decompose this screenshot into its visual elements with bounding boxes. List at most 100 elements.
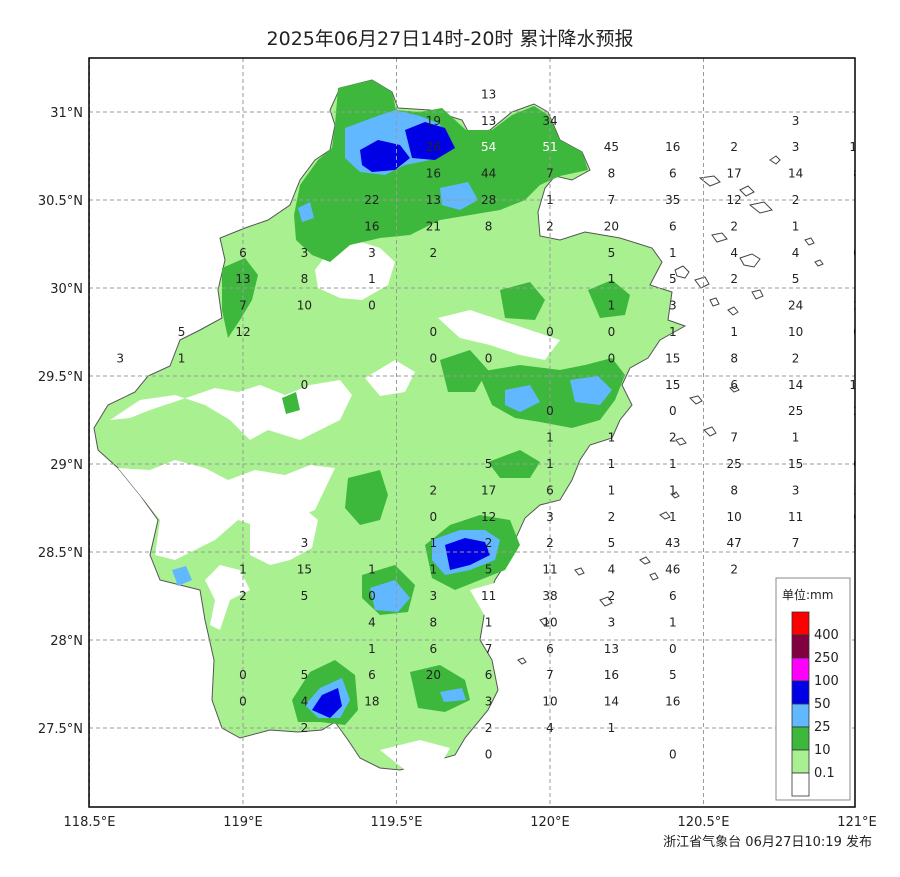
station-value: 13 — [426, 193, 441, 207]
station-value: 0 — [485, 747, 493, 761]
station-value: 3 — [608, 615, 616, 629]
station-value: 4 — [368, 615, 376, 629]
station-value: 6 — [546, 642, 554, 656]
station-value: 6 — [239, 246, 247, 260]
station-value: 0 — [608, 325, 616, 339]
station-value: 1 — [669, 510, 677, 524]
station-value: 13 — [481, 87, 496, 101]
station-value: 10 — [788, 325, 803, 339]
station-value: 1 — [430, 563, 438, 577]
station-value: 6 — [669, 167, 677, 181]
station-value: 3 — [792, 114, 800, 128]
legend-swatch — [791, 634, 810, 659]
legend-swatch — [791, 680, 810, 705]
station-value: 2 — [730, 272, 738, 286]
lon-label: 119.5°E — [371, 815, 423, 830]
station-value: 0 — [853, 246, 861, 260]
station-value: 3 — [116, 351, 124, 365]
station-value: 4 — [546, 721, 554, 735]
rain-50-100-areas — [312, 122, 490, 718]
station-value: 2 — [430, 483, 438, 497]
station-value: 5 — [301, 589, 309, 603]
station-value: 7 — [546, 668, 554, 682]
station-value: 1 — [485, 615, 493, 629]
station-value: 1 — [239, 563, 247, 577]
station-value: 2 — [239, 589, 247, 603]
station-value: 17 — [727, 167, 742, 181]
map-frame — [88, 57, 856, 808]
station-value: 25 — [788, 404, 803, 418]
lat-label: 31°N — [50, 106, 83, 121]
station-value: 1 — [178, 351, 186, 365]
station-value: 6 — [669, 589, 677, 603]
issuer-footer: 浙江省气象台 06月27日10:19 发布 — [663, 835, 872, 850]
station-value: 46 — [665, 563, 680, 577]
legend-swatch — [791, 726, 810, 751]
station-value: 2 — [485, 721, 493, 735]
station-value: 0 — [853, 325, 861, 339]
station-value: 5 — [669, 668, 677, 682]
legend-swatch — [791, 611, 810, 636]
lat-label: 28.5°N — [38, 546, 83, 561]
station-value: 3 — [792, 483, 800, 497]
legend-swatch — [791, 749, 810, 774]
station-value: 21 — [426, 219, 441, 233]
station-value: 2 — [730, 563, 738, 577]
station-value: 0 — [853, 457, 861, 471]
station-value: 38 — [542, 589, 557, 603]
station-value: 2 — [546, 536, 554, 550]
station-value: 1 — [669, 246, 677, 260]
station-value: 2 — [546, 219, 554, 233]
station-value: 4 — [792, 246, 800, 260]
station-value: 43 — [665, 536, 680, 550]
station-value: 15 — [297, 563, 312, 577]
station-value: 13 — [604, 642, 619, 656]
station-value: 20 — [604, 219, 619, 233]
legend-label: 50 — [814, 697, 831, 712]
station-value: 8 — [301, 272, 309, 286]
station-value: 0 — [669, 642, 677, 656]
station-value: 1 — [853, 431, 861, 445]
station-value: 8 — [730, 351, 738, 365]
station-value: 7 — [239, 299, 247, 313]
legend-swatch — [791, 772, 810, 797]
station-value: 1 — [608, 431, 616, 445]
station-value: 5 — [485, 563, 493, 577]
station-value: 2 — [792, 193, 800, 207]
station-value: 2 — [669, 431, 677, 445]
station-value: 11 — [481, 589, 496, 603]
station-value: 13 — [235, 272, 250, 286]
legend: 单位:mm 400 250 100 50 25 10 0.1 — [775, 577, 851, 801]
station-value: 10 — [542, 695, 557, 709]
station-value: 11 — [849, 140, 864, 154]
station-value: 7 — [485, 642, 493, 656]
station-value: 15 — [788, 457, 803, 471]
legend-label: 25 — [814, 720, 831, 735]
station-value: 47 — [727, 536, 742, 550]
station-value: 0 — [430, 510, 438, 524]
station-value: 4 — [730, 246, 738, 260]
station-value: 3 — [546, 510, 554, 524]
station-value: 13 — [481, 114, 496, 128]
legend-swatch — [791, 657, 810, 682]
station-value: 22 — [364, 193, 379, 207]
lat-label: 27.5°N — [38, 722, 83, 737]
station-value: 0 — [485, 351, 493, 365]
station-value: 10 — [727, 510, 742, 524]
station-value: 14 — [788, 167, 803, 181]
station-value: 3 — [669, 299, 677, 313]
station-value: 1 — [792, 431, 800, 445]
station-value: 0 — [368, 299, 376, 313]
station-value: 7 — [608, 193, 616, 207]
station-value: 19 — [426, 114, 441, 128]
station-value: 5 — [669, 272, 677, 286]
station-value: 2 — [730, 140, 738, 154]
station-value: 12 — [481, 510, 496, 524]
station-value: 6 — [853, 510, 861, 524]
station-value: 4 — [608, 563, 616, 577]
station-value: 1 — [430, 536, 438, 550]
station-value: 8 — [853, 167, 861, 181]
station-value: 11 — [542, 563, 557, 577]
legend-title: 单位:mm — [782, 587, 833, 602]
station-value: 5 — [792, 272, 800, 286]
